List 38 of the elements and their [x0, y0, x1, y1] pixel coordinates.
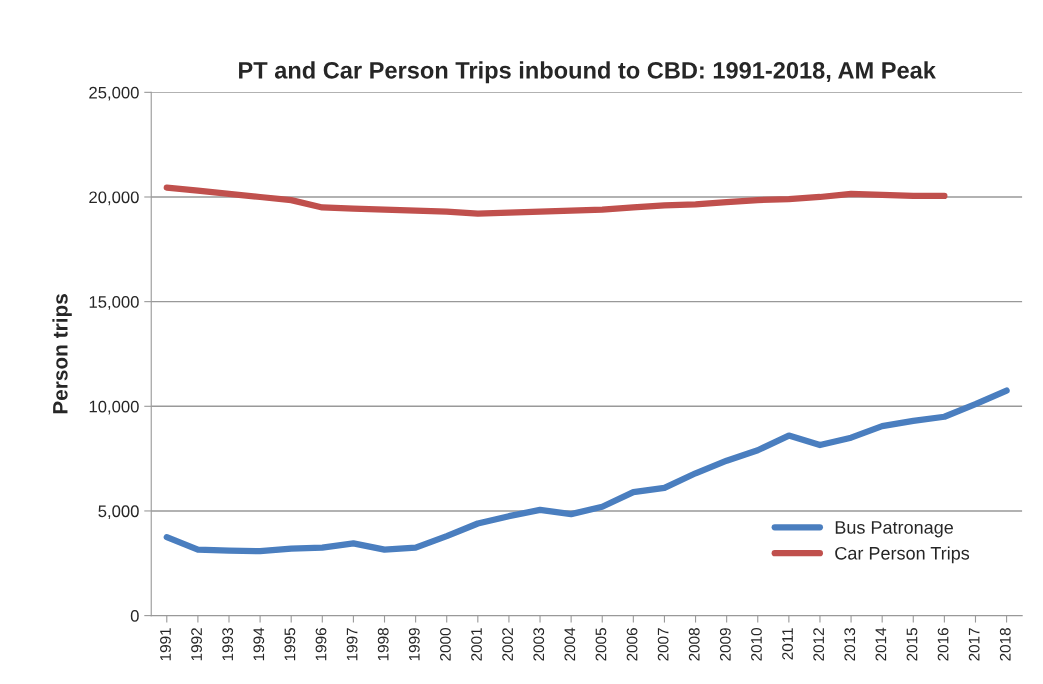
- x-tick-label: 2011: [782, 628, 793, 660]
- x-tick-label: 1992: [191, 628, 202, 661]
- chart-title: PT and Car Person Trips inbound to CBD: 1991-2018, AM Peak: [239, 61, 936, 84]
- y-tick-label: 25,000: [89, 86, 139, 101]
- y-tick-label: 10,000: [89, 400, 139, 415]
- x-tick-label: 1998: [377, 628, 389, 661]
- x-tick-label: 1994: [253, 627, 265, 661]
- x-tick-label: 1993: [222, 628, 234, 661]
- x-tick-label: 2014: [875, 627, 887, 661]
- y-tick-label: 0: [130, 610, 139, 622]
- x-tick-label: 2007: [657, 628, 669, 661]
- x-tick-label: 2008: [688, 628, 700, 661]
- x-tick-label: 2018: [999, 628, 1011, 661]
- x-tick-label: 2013: [844, 628, 856, 661]
- y-tick-label: 20,000: [89, 191, 139, 206]
- x-tick-label: 2006: [626, 628, 638, 661]
- x-tick-label: 1997: [346, 628, 358, 661]
- x-tick-label: 2003: [533, 628, 545, 661]
- x-tick-label: 1995: [284, 628, 296, 661]
- legend-label: Car Person Trips: [835, 546, 970, 564]
- y-axis-title: Person trips: [52, 294, 72, 414]
- x-tick-label: 2009: [719, 628, 731, 661]
- x-tick-label: 2000: [440, 628, 451, 661]
- x-tick-label: 1996: [315, 628, 327, 661]
- x-tick-label: 2005: [595, 628, 607, 661]
- y-tick-label: 5,000: [98, 505, 139, 520]
- y-tick-label: 15,000: [89, 296, 139, 310]
- x-tick-label: 2001: [471, 628, 482, 661]
- x-tick-label: 2010: [751, 628, 762, 661]
- x-tick-label: 1991: [160, 628, 171, 661]
- x-tick-label: 1999: [408, 628, 420, 661]
- x-tick-label: 2017: [968, 628, 980, 661]
- x-tick-label: 2012: [813, 628, 825, 661]
- x-tick-label: 2015: [906, 628, 918, 661]
- x-tick-label: 2002: [502, 628, 514, 661]
- x-tick-label: 2004: [564, 627, 576, 661]
- legend-label: Bus Patronage: [835, 521, 953, 538]
- x-tick-label: 2016: [937, 628, 949, 661]
